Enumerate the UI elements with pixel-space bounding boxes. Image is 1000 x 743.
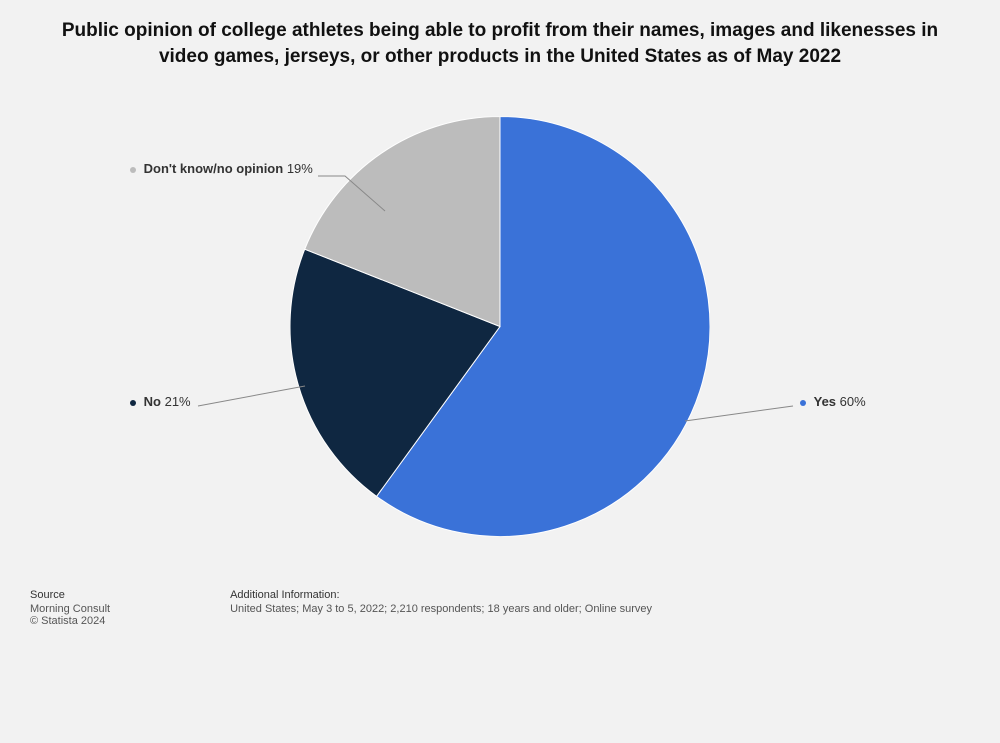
additional-heading: Additional Information: <box>230 589 652 601</box>
callout-dontknow-value: 19% <box>287 161 313 176</box>
callout-no: No 21% <box>130 394 191 409</box>
callout-no-value: 21% <box>165 394 191 409</box>
dot-yes-icon <box>800 400 806 406</box>
callout-yes-value: 60% <box>840 394 866 409</box>
dot-no-icon <box>130 400 136 406</box>
chart-title: Public opinion of college athletes being… <box>0 0 1000 69</box>
additional-info-block: Additional Information: United States; M… <box>230 589 652 627</box>
source-name: Morning Consult <box>30 603 110 615</box>
callout-dontknow: Don't know/no opinion 19% <box>130 161 313 176</box>
callout-yes: Yes 60% <box>800 394 866 409</box>
dot-dontknow-icon <box>130 167 136 173</box>
pie-chart <box>290 117 710 542</box>
callout-no-label: No <box>144 394 161 409</box>
source-heading: Source <box>30 589 110 601</box>
callout-yes-label: Yes <box>814 394 836 409</box>
callout-dontknow-label: Don't know/no opinion <box>144 161 284 176</box>
copyright: © Statista 2024 <box>30 615 110 627</box>
source-block: Source Morning Consult © Statista 2024 <box>30 589 110 627</box>
footer: Source Morning Consult © Statista 2024 A… <box>0 589 1000 627</box>
chart-area: Yes 60% No 21% Don't know/no opinion 19% <box>0 69 1000 589</box>
additional-text: United States; May 3 to 5, 2022; 2,210 r… <box>230 603 652 615</box>
